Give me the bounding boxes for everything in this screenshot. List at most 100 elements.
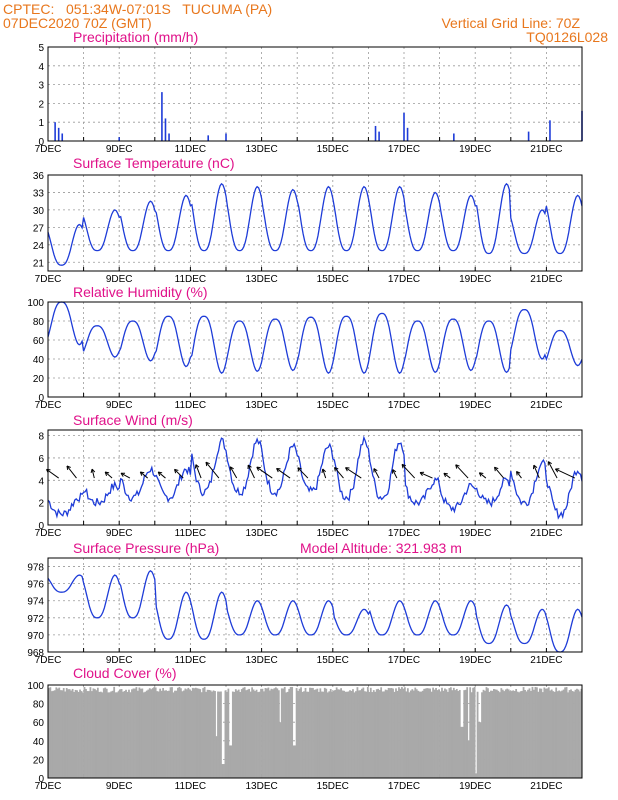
cloud-bar (61, 690, 64, 778)
x-tick-label: 7DEC (35, 400, 62, 411)
cloud-bar (117, 691, 120, 778)
cloud-bar (125, 689, 127, 778)
cloud-bar (547, 687, 550, 778)
y-tick-label: 33 (33, 188, 45, 199)
cloud-bar (347, 691, 350, 778)
cloud-bar (461, 726, 464, 778)
x-tick-label: 21DEC (530, 655, 562, 666)
cloud-bar (320, 691, 323, 778)
cloud-bar (52, 690, 55, 778)
cloud-bar (331, 691, 334, 778)
station-header: CPTEC: 051:34W-07:01S TUCUMA (PA) (3, 1, 273, 17)
wind-arrow (373, 468, 380, 479)
cloud-bar (504, 689, 507, 778)
cloud-bar (393, 691, 396, 778)
cloud-bar (104, 687, 107, 778)
cloud-bar (217, 691, 219, 778)
cloud-bar (82, 692, 84, 778)
cloud-bar (435, 687, 437, 778)
cloud-bar (120, 689, 123, 778)
y-tick-label: 0 (38, 393, 44, 404)
precip-bar (61, 133, 64, 141)
cloud-bar (510, 691, 513, 778)
cloud-bar (157, 691, 160, 778)
cloud-bar (165, 690, 167, 778)
cloud-bar (430, 691, 433, 778)
cloud-bar (271, 689, 274, 778)
cloud-bar (329, 688, 332, 778)
cloud-bar (568, 690, 571, 778)
cloud-bar (294, 745, 297, 778)
cloud-bar (436, 690, 439, 778)
cloud-bar (309, 687, 311, 778)
precip-bar (168, 133, 170, 141)
x-tick-label: 17DEC (388, 144, 420, 155)
cloud-bar (203, 686, 206, 778)
x-tick-label: 21DEC (530, 274, 562, 285)
x-tick-label: 9DEC (106, 781, 133, 792)
x-tick-label: 21DEC (530, 400, 562, 411)
cloud-bar (234, 689, 237, 778)
wind-arrow-head (392, 469, 397, 474)
cloud-bar (417, 690, 420, 778)
cloud-bar (113, 686, 116, 778)
cloud-bar (83, 686, 86, 778)
cloud-bar (405, 691, 408, 778)
wind-arrow-head (516, 471, 521, 476)
model-code: TQ0126L028 (526, 29, 608, 45)
cloud-bar (301, 691, 304, 778)
cloud-bar (208, 689, 210, 778)
wind-arrow (120, 472, 131, 479)
grid-note: Vertical Grid Line: 70Z (441, 15, 580, 31)
x-tick-label: 21DEC (530, 781, 562, 792)
precip-bar (378, 131, 380, 141)
cloud-bar (248, 688, 251, 778)
y-tick-label: 100 (27, 298, 44, 309)
cloud-bar (276, 688, 279, 778)
x-tick-label: 17DEC (388, 400, 420, 411)
cloud-bar (237, 689, 240, 778)
cloud-bar (490, 690, 492, 778)
panel-frame (47, 174, 583, 272)
cloud-bar (381, 691, 384, 778)
cloud-bar (65, 687, 68, 778)
cloud-bar (92, 688, 95, 778)
cloud-bar (236, 690, 239, 778)
cloud-bar (395, 688, 397, 778)
cloud-bar (335, 687, 338, 778)
cloud-bar (556, 691, 559, 778)
cloud-bar (64, 691, 67, 778)
cloud-bar (493, 688, 495, 778)
cloud-bar (295, 688, 298, 778)
cloud-bar (160, 690, 163, 778)
cloud-bar (377, 688, 380, 778)
cloud-bar (266, 688, 268, 778)
x-tick-label: 7DEC (35, 655, 62, 666)
cloud-bar (562, 689, 565, 778)
cloud-bar (323, 687, 326, 778)
x-tick-label: 9DEC (106, 655, 133, 666)
cloud-bar (74, 689, 77, 778)
cloud-bar (340, 688, 342, 778)
cloud-bar (122, 691, 124, 778)
y-tick-label: 3 (38, 81, 44, 92)
cloud-bar (174, 690, 176, 778)
series-line (47, 435, 583, 520)
y-tick-label: 2 (38, 99, 44, 110)
wind-arrow (297, 467, 309, 479)
cloud-bar (579, 691, 581, 778)
y-tick-label: 60 (33, 336, 45, 347)
cloud-bar (110, 691, 113, 778)
cloud-bar (128, 689, 130, 778)
x-tick-label: 7DEC (35, 144, 62, 155)
x-tick-label: 9DEC (106, 528, 133, 539)
cloud-bar (541, 692, 544, 778)
cloud-bar (374, 691, 377, 778)
wind-arrow-head (66, 465, 71, 470)
precip-bar (225, 133, 227, 141)
cloud-bar (412, 690, 415, 778)
cloud-bar (142, 692, 145, 778)
wind-arrow (533, 464, 540, 479)
cloud-bar (193, 688, 196, 778)
cloud-bar (315, 689, 317, 778)
